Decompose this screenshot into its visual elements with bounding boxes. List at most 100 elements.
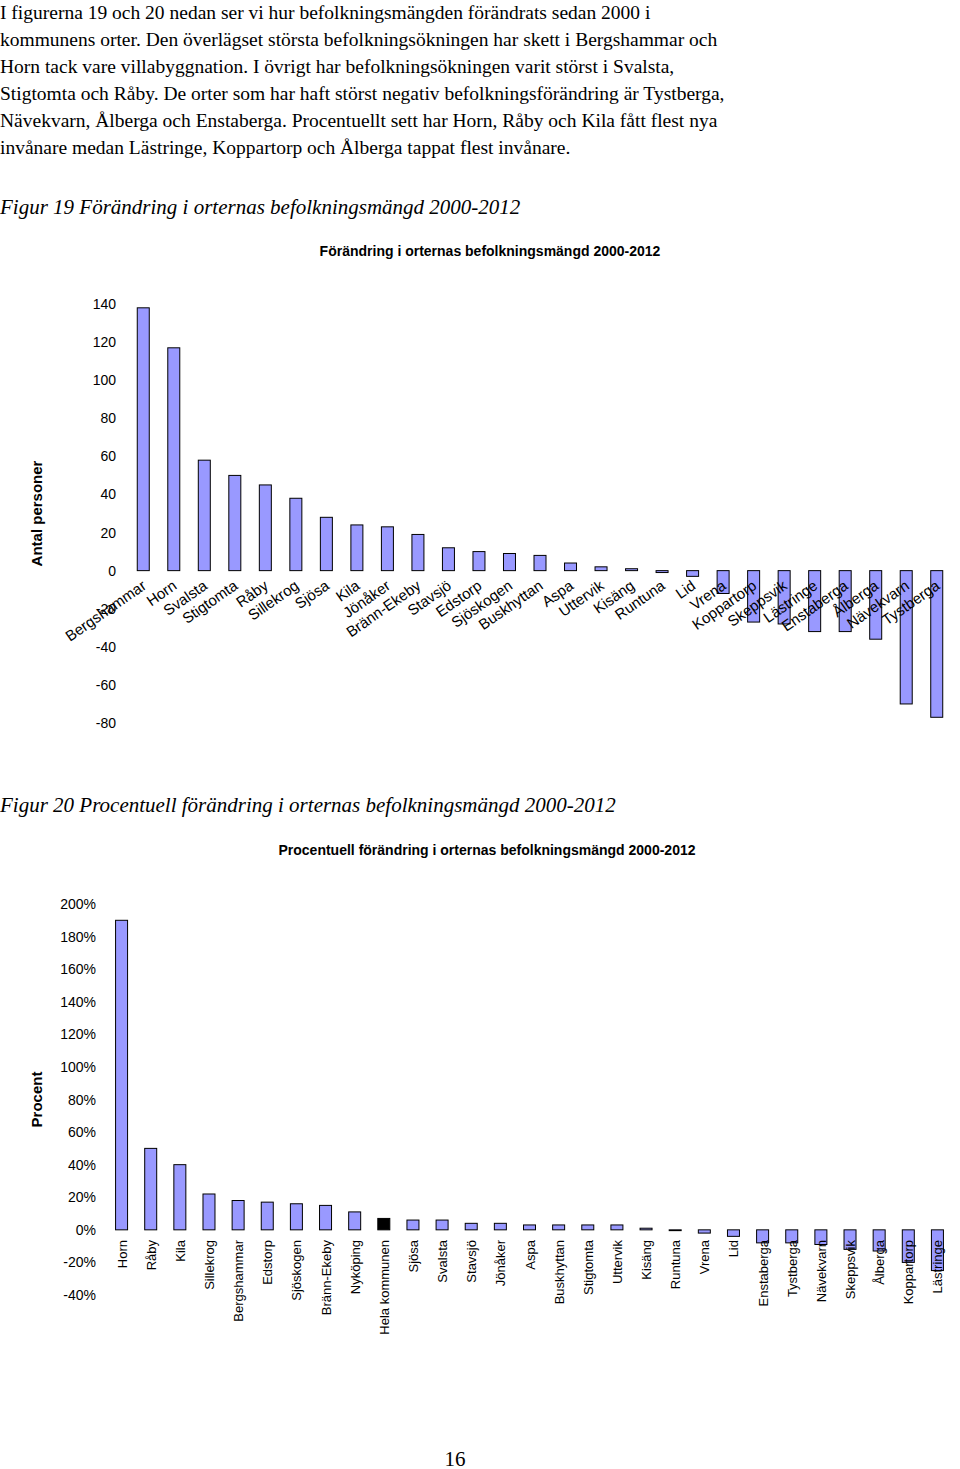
tick-label: 100% (60, 1059, 96, 1075)
chart: Förändring i orternas befolkningsmängd 2… (28, 243, 943, 731)
tick-mark (100, 1197, 104, 1198)
tick-label: 40 (100, 486, 116, 502)
bar (669, 1229, 681, 1231)
category-label: Aspa (523, 1239, 538, 1269)
bar (534, 555, 546, 570)
category-label: Tystberga (879, 576, 943, 628)
category-label: Sillekrog (202, 1240, 217, 1290)
chart-title: Procentuell förändring i orternas befolk… (279, 842, 696, 858)
category-label: Skeppsvik (843, 1240, 858, 1300)
bar (465, 1223, 477, 1230)
bar (442, 548, 454, 571)
tick-mark (120, 418, 124, 419)
category-label: Lästringe (930, 1240, 945, 1293)
tick-label: 20% (68, 1189, 96, 1205)
tick-label: 120% (60, 1026, 96, 1042)
bar (229, 475, 241, 570)
tick-label: 0 (108, 563, 116, 579)
category-label: Nävekvarn (814, 1240, 829, 1302)
category-label: Sjösa (292, 576, 333, 612)
bar (436, 1220, 448, 1230)
axis-title: Antal personer (28, 460, 45, 566)
bar (351, 525, 363, 571)
bars (116, 920, 944, 1270)
figure-caption: Figur 19 Förändring i orternas befolknin… (0, 195, 521, 219)
tick-label: 80% (68, 1092, 96, 1108)
bar (611, 1225, 623, 1230)
paragraph-line: I figurerna 19 och 20 nedan ser vi hur b… (0, 2, 651, 23)
tick-label: 40% (68, 1157, 96, 1173)
bar (494, 1223, 506, 1230)
tick-mark (120, 646, 124, 647)
bar (473, 552, 485, 571)
bar (232, 1201, 244, 1230)
category-label: Sjöskogen (289, 1240, 304, 1301)
tick-label: 140 (93, 296, 117, 312)
paragraph-line: kommunens orter. Den överlägset största … (0, 29, 717, 50)
bar (137, 308, 149, 571)
category-label: Råby (144, 1240, 159, 1271)
tick-label: 100 (93, 372, 117, 388)
tick-label: 20 (100, 525, 116, 541)
bar (174, 1165, 186, 1230)
chart-title: Förändring i orternas befolkningsmängd 2… (320, 243, 661, 259)
tick-mark (120, 304, 124, 305)
category-label: Svalsta (435, 1239, 450, 1282)
tick-mark (100, 1164, 104, 1165)
category-label: Lid (726, 1240, 741, 1257)
bar (687, 571, 699, 577)
bar (261, 1202, 273, 1230)
paragraph-line: invånare medan Lästringe, Koppartorp och… (0, 137, 570, 158)
bar (320, 517, 332, 570)
bar (640, 1228, 652, 1230)
tick-mark (100, 904, 104, 905)
tick-mark (100, 1295, 104, 1296)
tick-label: -20% (63, 1254, 96, 1270)
tick-mark (120, 456, 124, 457)
paragraph-line: Horn tack vare villabyggnation. I övrigt… (0, 56, 674, 77)
bar (290, 498, 302, 570)
bar (320, 1205, 332, 1229)
bar (412, 534, 424, 570)
tick-mark (100, 1262, 104, 1263)
tick-mark (120, 570, 124, 571)
category-label: Stigtomta (179, 576, 241, 627)
bar (378, 1218, 390, 1229)
tick-label: 120 (93, 334, 117, 350)
bar (553, 1225, 565, 1230)
bar (698, 1230, 710, 1233)
category-label: Runtuna (668, 1239, 683, 1289)
tick-mark (100, 936, 104, 937)
bar (727, 1230, 739, 1237)
category-label: Nyköping (348, 1240, 363, 1294)
bar (198, 460, 210, 570)
paragraph-line: Nävekvarn, Ålberga och Enstaberga. Proce… (0, 110, 718, 131)
category-label: Buskhyttan (552, 1240, 567, 1304)
bar (259, 485, 271, 571)
bar (349, 1212, 361, 1230)
category-label: Ålberga (872, 1239, 887, 1285)
category-label: Uttervik (610, 1240, 625, 1285)
category-label: Bergshammar (62, 577, 149, 645)
tick-mark (120, 684, 124, 685)
category-label: Bergshammar (231, 1239, 246, 1321)
bars (137, 308, 942, 717)
tick-mark (100, 1132, 104, 1133)
bar (595, 567, 607, 571)
tick-mark (100, 1066, 104, 1067)
tick-label: -40% (63, 1287, 96, 1303)
category-label: Buskhyttan (475, 577, 546, 633)
tick-label: -60 (96, 677, 116, 693)
tick-label: 200% (60, 896, 96, 912)
tick-label: 0% (76, 1222, 96, 1238)
chart: Procentuell förändring i orternas befolk… (28, 842, 945, 1335)
category-label: Horn (115, 1240, 130, 1268)
bar (656, 571, 668, 573)
bar (407, 1220, 419, 1230)
category-label: Tystberga (785, 1239, 800, 1297)
tick-mark (120, 494, 124, 495)
tick-label: 160% (60, 961, 96, 977)
tick-mark (120, 532, 124, 533)
tick-mark (120, 380, 124, 381)
category-label: Jönåker (493, 1239, 508, 1286)
